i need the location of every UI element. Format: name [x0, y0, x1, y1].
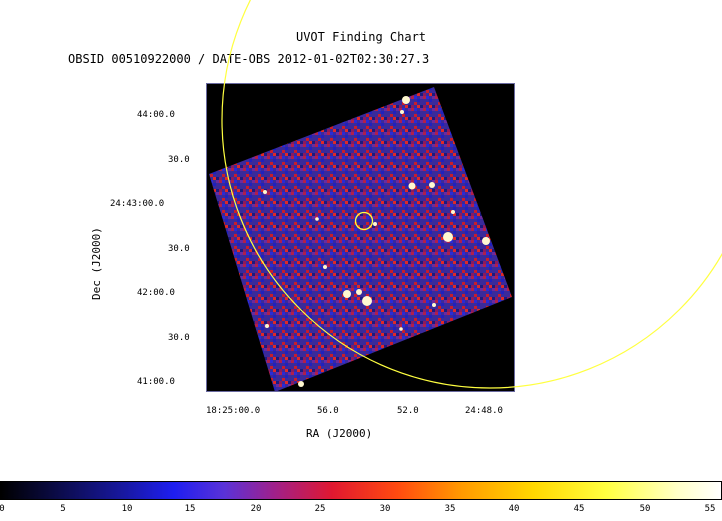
- colorbar-tick: 55: [704, 504, 716, 514]
- y-tick-label: 44:00.0: [137, 110, 175, 120]
- star: [298, 381, 304, 387]
- star: [263, 190, 267, 194]
- y-tick-label: 41:00.0: [137, 377, 175, 387]
- y-tick-label: 30.0: [168, 333, 190, 343]
- colorbar-tick: 40: [508, 504, 520, 514]
- y-tick-label: 24:43:00.0: [110, 199, 165, 209]
- star: [356, 289, 362, 295]
- star: [451, 210, 455, 214]
- y-tick-label: 30.0: [168, 155, 190, 165]
- x-tick-label: 18:25:00.0: [206, 406, 261, 416]
- chart-title: UVOT Finding Chart: [295, 30, 427, 44]
- colorbar-tick: 45: [573, 504, 585, 514]
- y-tick-label: 42:00.0: [137, 288, 175, 298]
- colorbar-tick: 15: [184, 504, 196, 514]
- star: [400, 110, 404, 114]
- x-tick-label: 56.0: [317, 406, 339, 416]
- sky-image-frame: [206, 83, 515, 392]
- star: [323, 265, 327, 269]
- colorbar-tick: 20: [250, 504, 262, 514]
- star: [399, 327, 403, 331]
- exposure-footprint: [209, 87, 512, 391]
- colorbar-tick: 5: [60, 504, 66, 514]
- x-axis-label: RA (J2000): [306, 427, 373, 440]
- colorbar-tick: 50: [639, 504, 651, 514]
- star: [482, 237, 490, 245]
- colorbar-tick: 10: [121, 504, 133, 514]
- star: [373, 222, 377, 226]
- x-tick-label: 24:48.0: [465, 406, 503, 416]
- colorbar-tick: 35: [444, 504, 456, 514]
- colorbar-tick: 0: [0, 504, 5, 514]
- star: [443, 232, 453, 242]
- star: [408, 182, 416, 190]
- chart-subtitle: OBSID 00510922000 / DATE-OBS 2012-01-02T…: [68, 52, 430, 66]
- y-tick-label: 30.0: [168, 244, 190, 254]
- star: [429, 182, 435, 188]
- colorbar: [0, 481, 722, 500]
- star: [343, 290, 351, 298]
- star: [315, 217, 319, 221]
- colorbar-tick: 25: [314, 504, 326, 514]
- star: [362, 296, 372, 306]
- star: [402, 96, 410, 104]
- x-tick-label: 52.0: [397, 406, 419, 416]
- star: [265, 324, 269, 328]
- y-axis-label: Dec (J2000): [90, 227, 103, 300]
- star: [432, 303, 436, 307]
- colorbar-tick: 30: [379, 504, 391, 514]
- sky-image: [209, 87, 512, 391]
